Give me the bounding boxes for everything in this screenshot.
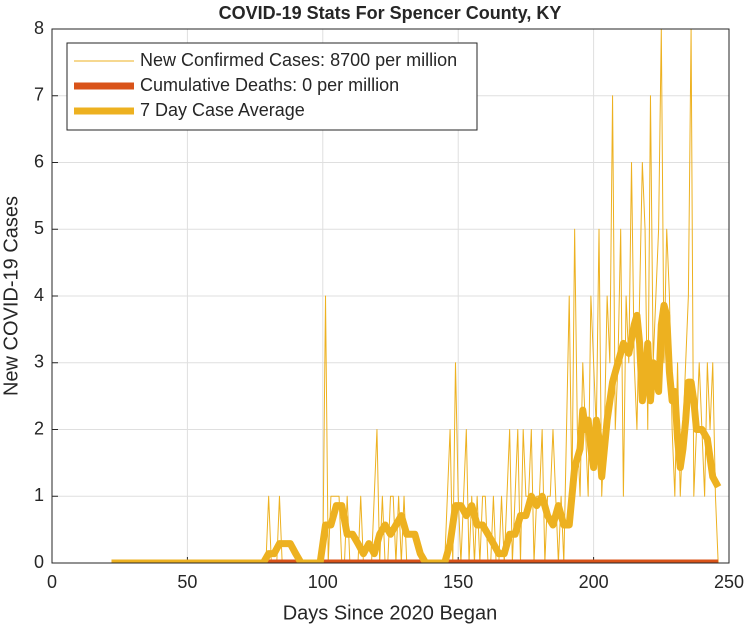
x-tick-label: 150 [443, 572, 473, 592]
x-tick-label: 50 [177, 572, 197, 592]
x-tick-label: 100 [308, 572, 338, 592]
y-tick-label: 5 [34, 218, 44, 238]
legend-label: 7 Day Case Average [140, 100, 305, 120]
y-tick-label: 6 [34, 151, 44, 171]
y-tick-label: 3 [34, 352, 44, 372]
x-tick-label: 0 [47, 572, 57, 592]
x-axis-label: Days Since 2020 Began [283, 602, 498, 624]
y-axis-label: New COVID-19 Cases [0, 196, 22, 396]
series-line [111, 301, 722, 563]
chart-title: COVID-19 Stats For Spencer County, KY [219, 3, 562, 23]
y-tick-label: 2 [34, 418, 44, 438]
y-tick-label: 1 [34, 485, 44, 505]
y-tick-label: 4 [34, 285, 44, 305]
legend-label: Cumulative Deaths: 0 per million [140, 75, 399, 95]
axes-box [51, 28, 730, 564]
x-tick-label: 200 [579, 572, 609, 592]
x-tick-label: 250 [714, 572, 744, 592]
legend-label: New Confirmed Cases: 8700 per million [140, 50, 457, 70]
y-tick-label: 8 [34, 18, 44, 38]
legend-box [66, 42, 478, 131]
series-line [111, 29, 719, 563]
y-tick-label: 7 [34, 85, 44, 105]
y-tick-label: 0 [34, 552, 44, 572]
